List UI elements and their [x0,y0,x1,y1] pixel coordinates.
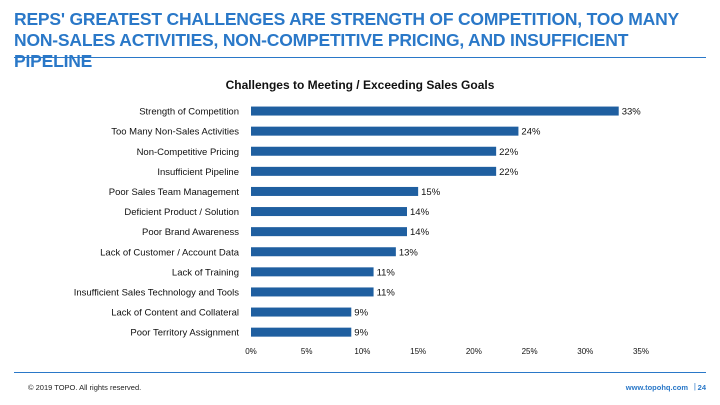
bar [251,227,407,237]
value-label: 22% [499,167,519,178]
value-label: 15% [421,187,441,198]
category-label: Lack of Training [172,267,239,278]
value-label: 11% [377,267,396,278]
x-tick-label: 5% [301,347,313,356]
x-tick-label: 20% [466,347,482,356]
value-label: 33% [622,107,642,118]
bar [251,267,374,277]
footer-divider [14,372,706,373]
website-link[interactable]: www.topohq.com [625,383,688,392]
category-label: Insufficient Pipeline [157,167,239,178]
x-tick-label: 0% [245,347,257,356]
footer-separator: | [693,382,696,391]
x-tick-label: 30% [577,347,593,356]
bar [251,146,497,156]
x-tick-label: 10% [354,347,370,356]
bar [251,307,352,317]
bar [251,106,619,116]
category-label: Too Many Non-Sales Activities [111,127,239,138]
value-label: 22% [499,147,519,158]
category-label: Insufficient Sales Technology and Tools [74,287,240,298]
x-tick-label: 25% [522,347,538,356]
bar [251,247,396,257]
page-headline: REPS' GREATEST CHALLENGES ARE STRENGTH O… [14,9,679,71]
page-number: 24 [697,383,706,392]
value-label: 9% [354,328,368,339]
category-label: Deficient Product / Solution [124,207,239,218]
x-tick-label: 35% [633,347,649,356]
value-label: 11% [377,287,396,298]
category-label: Lack of Customer / Account Data [100,247,240,258]
category-label: Poor Brand Awareness [142,227,239,238]
bar [251,166,497,176]
bar [251,287,374,297]
category-label: Poor Territory Assignment [130,328,239,339]
bar [251,327,352,337]
x-tick-label: 15% [410,347,426,356]
category-label: Poor Sales Team Management [109,187,240,198]
value-label: 24% [521,127,541,138]
headline-divider [14,57,706,58]
value-label: 14% [410,227,430,238]
bar [251,207,407,217]
bar [251,186,419,196]
category-label: Non-Competitive Pricing [137,147,239,158]
category-label: Lack of Content and Collateral [111,308,239,319]
value-label: 13% [399,247,419,258]
value-label: 14% [410,207,430,218]
value-label: 9% [354,308,368,319]
chart-title: Challenges to Meeting / Exceeding Sales … [225,78,495,92]
copyright-text: © 2019 TOPO. All rights reserved. [28,383,142,392]
category-label: Strength of Competition [139,107,239,118]
bar [251,126,519,136]
